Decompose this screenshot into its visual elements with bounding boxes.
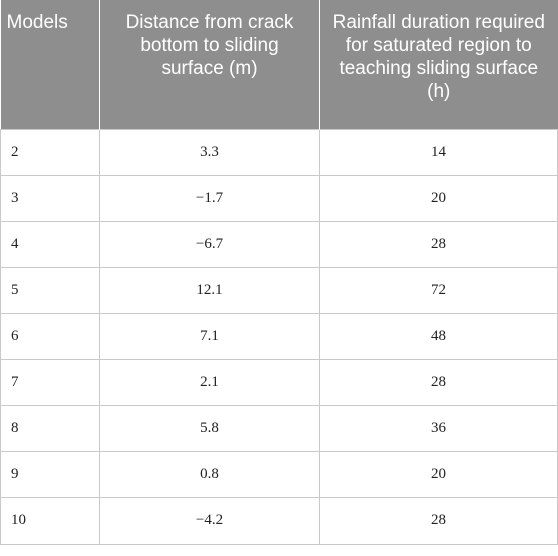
table-row: 8 5.8 36 bbox=[0, 404, 558, 452]
model-cell: 7 bbox=[0, 358, 100, 406]
header-models: Models bbox=[0, 0, 100, 129]
model-cell: 6 bbox=[0, 312, 100, 360]
distance-cell: 12.1 bbox=[99, 266, 320, 314]
distance-cell: −1.7 bbox=[99, 174, 320, 222]
distance-cell: −6.7 bbox=[99, 220, 320, 268]
duration-cell: 28 bbox=[319, 496, 558, 545]
table-row: 10 −4.2 28 bbox=[0, 496, 558, 545]
header-distance: Distance from crack bottom to sliding su… bbox=[99, 0, 320, 129]
model-cell: 2 bbox=[0, 128, 100, 176]
table-row: 9 0.8 20 bbox=[0, 450, 558, 498]
model-cell: 5 bbox=[0, 266, 100, 314]
duration-cell: 14 bbox=[319, 128, 558, 176]
table-row: 4 −6.7 28 bbox=[0, 220, 558, 268]
table-row: 3 −1.7 20 bbox=[0, 174, 558, 222]
duration-cell: 36 bbox=[319, 404, 558, 452]
model-cell: 9 bbox=[0, 450, 100, 498]
distance-cell: 5.8 bbox=[99, 404, 320, 452]
model-cell: 8 bbox=[0, 404, 100, 452]
model-cell: 3 bbox=[0, 174, 100, 222]
header-rainfall-duration: Rainfall duration required for saturated… bbox=[319, 0, 558, 129]
duration-cell: 20 bbox=[319, 174, 558, 222]
header-row: Models Distance from crack bottom to sli… bbox=[0, 0, 558, 129]
table-row: 2 3.3 14 bbox=[0, 128, 558, 176]
duration-cell: 72 bbox=[319, 266, 558, 314]
table-row: 6 7.1 48 bbox=[0, 312, 558, 360]
distance-cell: 7.1 bbox=[99, 312, 320, 360]
duration-cell: 28 bbox=[319, 358, 558, 406]
distance-cell: 0.8 bbox=[99, 450, 320, 498]
table-row: 5 12.1 72 bbox=[0, 266, 558, 314]
duration-cell: 48 bbox=[319, 312, 558, 360]
duration-cell: 20 bbox=[319, 450, 558, 498]
distance-cell: −4.2 bbox=[99, 496, 320, 545]
duration-cell: 28 bbox=[319, 220, 558, 268]
distance-cell: 2.1 bbox=[99, 358, 320, 406]
model-cell: 4 bbox=[0, 220, 100, 268]
distance-cell: 3.3 bbox=[99, 128, 320, 176]
model-cell: 10 bbox=[0, 496, 100, 545]
table-row: 7 2.1 28 bbox=[0, 358, 558, 406]
